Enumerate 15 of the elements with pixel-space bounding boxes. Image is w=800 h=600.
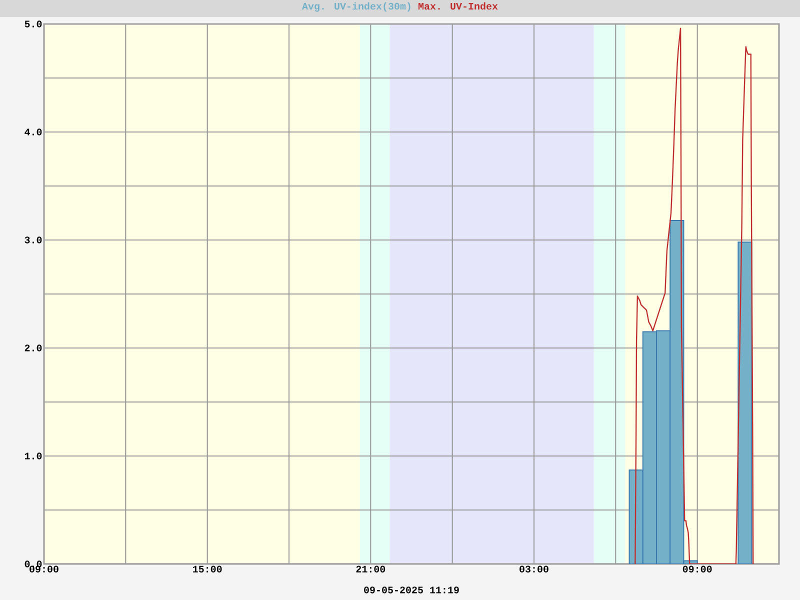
x-axis-title: 09-05-2025 11:19 — [364, 586, 459, 594]
y-tick-label: 3.0 — [24, 236, 42, 244]
x-tick-label: 09:00 — [30, 566, 58, 572]
y-tick-label: 2.0 — [24, 344, 42, 352]
line-series — [634, 28, 754, 564]
text: Max. UV-Index — [418, 2, 498, 10]
y-tick-label: 5.0 — [24, 20, 42, 28]
text: Avg. UV-index(30m) — [302, 2, 410, 12]
x-tick-label: 15:00 — [192, 566, 222, 572]
x-tick-label: 21:00 — [356, 566, 386, 572]
y-tick-label: 4.0 — [24, 128, 42, 136]
x-tick-label: 03:00 — [520, 566, 548, 573]
y-tick-label: 1.0 — [24, 452, 42, 460]
x-tick-label: 09:00 — [682, 566, 712, 572]
bar — [738, 242, 752, 564]
